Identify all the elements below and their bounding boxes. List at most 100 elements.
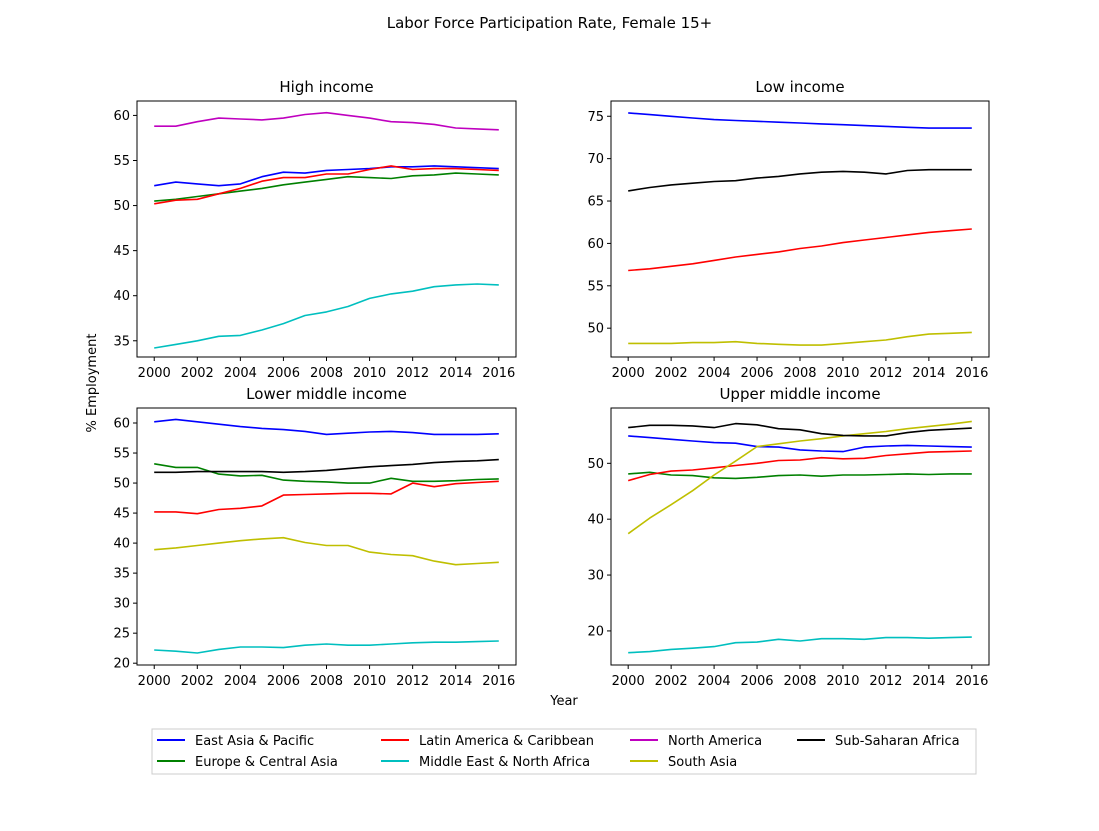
plot-frame [610,100,990,358]
y-tick-label: 20 [113,657,130,672]
x-tick-label: 2004 [698,674,731,689]
legend-item: Middle East & North Africa [381,755,590,770]
x-tick-label: 2008 [310,366,343,381]
legend-label: Sub-Saharan Africa [835,734,960,749]
x-tick-label: 2012 [396,674,429,689]
y-tick-label: 60 [113,109,130,124]
x-tick-label: 2014 [912,674,945,689]
x-tick-label: 2010 [826,674,859,689]
x-tick-label: 2000 [612,674,645,689]
legend: East Asia & Pacific Europe & Central Asia… [151,728,977,775]
y-tick-label: 55 [113,447,130,462]
x-tick-label: 2016 [955,674,988,689]
legend-label: Middle East & North Africa [419,755,590,770]
series-line [628,168,972,192]
x-tick-label: 2010 [826,366,859,381]
x-tick-label: 2006 [740,674,773,689]
legend-frame [151,728,977,775]
series-line [627,420,972,535]
y-tick-label: 40 [587,513,604,528]
subplot-title: Low income [755,78,844,96]
y-tick-label: 30 [113,597,130,612]
subplot-1: Low income 2000 2002 2004 2006 2008 2010 2012 20… [587,78,990,381]
series-line [154,536,499,566]
legend-item: Europe & Central Asia [157,755,338,770]
x-tick-label: 2002 [181,674,214,689]
y-tick-label: 25 [113,627,130,642]
legend-item: East Asia & Pacific [157,734,314,749]
y-tick-label: 50 [587,457,604,472]
y-tick-label: 50 [587,322,604,337]
subplot-2: Lower middle income 2000 2002 2004 2006 2008 2… [113,385,517,689]
x-tick-label: 2000 [612,366,645,381]
x-tick-label: 2010 [353,366,386,381]
x-tick-label: 2004 [698,366,731,381]
y-tick-label: 60 [113,417,130,432]
legend-label: North America [668,734,762,749]
figure-ylabel: % Employment [85,334,100,433]
series-line [154,172,499,202]
y-tick-label: 35 [113,567,130,582]
plot-frame [136,100,517,358]
series-line [628,112,972,129]
x-tick-label: 2008 [783,366,816,381]
y-tick-label: 20 [587,624,604,639]
series-line [627,450,972,482]
x-tick-label: 2002 [655,366,688,381]
legend-item: Sub-Saharan Africa [797,734,960,749]
subplot-grid: High income 2000 2002 2004 2006 2008 2010 2012 2… [113,78,990,689]
series-line [628,228,972,272]
series-line [154,458,499,474]
subplot-title: Upper middle income [719,385,880,403]
y-tick-label: 75 [587,110,604,125]
y-tick-label: 50 [113,477,130,492]
series-line [154,418,499,436]
x-tick-label: 2012 [869,366,902,381]
legend-label: Europe & Central Asia [195,755,338,770]
series-line [628,331,972,346]
subplot-title: Lower middle income [246,385,407,403]
y-tick-label: 30 [587,569,604,584]
x-tick-label: 2006 [267,366,300,381]
y-tick-label: 40 [113,289,130,304]
series-line [628,471,972,480]
y-tick-label: 40 [113,537,130,552]
x-tick-label: 2016 [955,366,988,381]
x-tick-label: 2008 [783,674,816,689]
series-line [628,435,972,453]
series-line [154,111,499,131]
x-tick-label: 2000 [138,366,171,381]
legend-item: Latin America & Caribbean [381,734,594,749]
legend-label: Latin America & Caribbean [419,734,594,749]
series-line [154,283,499,349]
legend-label: South Asia [668,755,737,770]
series-line [154,165,499,187]
x-tick-label: 2014 [912,366,945,381]
x-tick-label: 2016 [482,366,515,381]
legend-item: South Asia [630,755,737,770]
y-tick-label: 55 [587,279,604,294]
x-tick-label: 2002 [655,674,688,689]
x-tick-label: 2006 [740,366,773,381]
x-tick-label: 2014 [439,366,472,381]
y-tick-label: 55 [113,154,130,169]
x-tick-label: 2014 [439,674,472,689]
x-tick-label: 2004 [224,366,257,381]
y-tick-label: 65 [587,195,604,210]
series-line [154,480,499,515]
plot-frame [136,407,517,666]
x-tick-label: 2016 [482,674,515,689]
y-tick-label: 45 [113,244,130,259]
y-tick-label: 50 [113,199,130,214]
series-line [628,636,972,654]
x-tick-label: 2004 [224,674,257,689]
series-line [628,422,972,437]
x-tick-label: 2008 [310,674,343,689]
x-tick-label: 2002 [181,366,214,381]
x-tick-label: 2000 [138,674,171,689]
x-tick-label: 2012 [869,674,902,689]
subplot-0: High income 2000 2002 2004 2006 2008 2010 2012 2… [113,78,517,381]
y-tick-label: 45 [113,507,130,522]
y-tick-label: 35 [113,334,130,349]
